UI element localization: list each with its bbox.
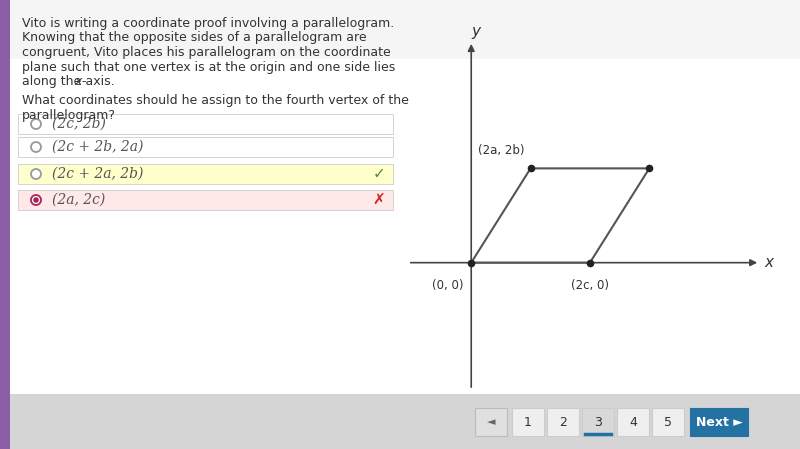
Text: (2a, 2c): (2a, 2c)	[52, 193, 106, 207]
Circle shape	[31, 169, 41, 179]
Text: ✓: ✓	[372, 167, 385, 181]
Bar	[18, 190, 393, 210]
Circle shape	[31, 119, 41, 129]
Text: ✗: ✗	[372, 193, 385, 207]
Text: (2a, 2b): (2a, 2b)	[478, 144, 525, 157]
FancyBboxPatch shape	[617, 408, 649, 436]
Text: What coordinates should he assign to the fourth vertex of the: What coordinates should he assign to the…	[22, 94, 409, 107]
Text: along the: along the	[22, 75, 86, 88]
Bar	[0, 54, 800, 394]
Text: plane such that one vertex is at the origin and one side lies: plane such that one vertex is at the ori…	[22, 61, 395, 74]
Circle shape	[34, 197, 38, 203]
Text: 1: 1	[524, 415, 532, 428]
Circle shape	[31, 142, 41, 152]
Text: Knowing that the opposite sides of a parallelogram are: Knowing that the opposite sides of a par…	[22, 31, 366, 44]
Text: parallelogram?: parallelogram?	[22, 109, 116, 122]
Text: x: x	[764, 255, 773, 270]
Bar	[0, 0, 800, 59]
Text: (2c, 0): (2c, 0)	[571, 279, 609, 292]
Text: y: y	[471, 24, 481, 39]
Text: x: x	[74, 75, 82, 88]
Text: 2: 2	[559, 415, 567, 428]
FancyBboxPatch shape	[475, 408, 507, 436]
Text: 3: 3	[594, 415, 602, 428]
Text: (2c, 2b): (2c, 2b)	[52, 117, 106, 131]
FancyBboxPatch shape	[547, 408, 579, 436]
Text: Vito is writing a coordinate proof involving a parallelogram.: Vito is writing a coordinate proof invol…	[22, 17, 394, 30]
FancyBboxPatch shape	[582, 408, 614, 436]
Text: 5: 5	[664, 415, 672, 428]
Bar	[0, 394, 800, 449]
Text: 4: 4	[629, 415, 637, 428]
Text: Next ►: Next ►	[695, 415, 742, 428]
FancyBboxPatch shape	[690, 408, 748, 436]
Circle shape	[31, 195, 41, 205]
Bar	[0, 0, 10, 449]
Text: (2c + 2b, 2a): (2c + 2b, 2a)	[52, 140, 143, 154]
Text: congruent, Vito places his parallelogram on the coordinate: congruent, Vito places his parallelogram…	[22, 46, 390, 59]
Text: (0, 0): (0, 0)	[432, 279, 463, 292]
Bar	[18, 137, 393, 157]
Bar	[18, 114, 393, 134]
Bar	[18, 164, 393, 184]
FancyBboxPatch shape	[652, 408, 684, 436]
FancyBboxPatch shape	[512, 408, 544, 436]
Text: -axis.: -axis.	[81, 75, 114, 88]
Text: (2c + 2a, 2b): (2c + 2a, 2b)	[52, 167, 143, 181]
Text: ◄: ◄	[486, 417, 495, 427]
